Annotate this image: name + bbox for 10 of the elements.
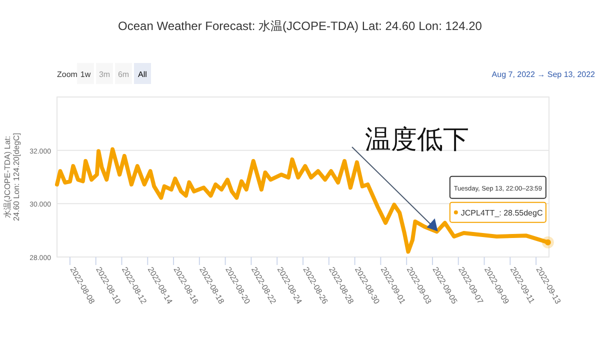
y-axis-title: 水温(JCOPE-TDA) Lat: 24.60 Lon: 124.20[degC] (3, 132, 21, 222)
annotation: 温度低下 (365, 124, 469, 154)
text: 6m (118, 70, 130, 79)
annotation: JCPL4TT_: 28.55degC (460, 208, 543, 218)
text: All (138, 70, 148, 79)
text: 1w (80, 70, 91, 79)
text: 3m (98, 70, 110, 79)
text: Zoom (57, 70, 78, 79)
text: Aug 7, 2022 → Sep 13, 2022 (492, 70, 596, 79)
chart-title: Ocean Weather Forecast: 水温(JCOPE-TDA) Lat: 24.60 Lon: 124.20 (118, 19, 482, 33)
